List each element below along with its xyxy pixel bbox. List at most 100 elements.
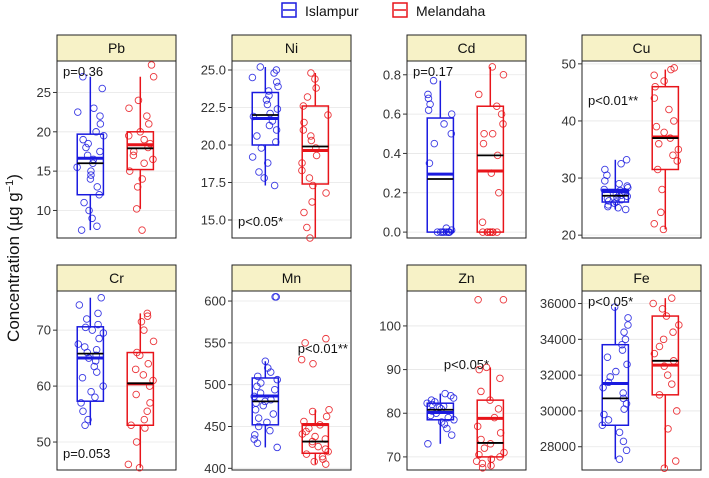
data-point-islampur xyxy=(79,135,87,144)
data-point-melandaha xyxy=(303,223,311,232)
data-point-melandaha xyxy=(668,380,676,388)
data-point-islampur xyxy=(264,87,273,95)
data-point-islampur xyxy=(612,198,620,206)
data-point-melandaha xyxy=(475,365,483,374)
plot-area-cr xyxy=(56,290,177,471)
data-point-melandaha xyxy=(299,126,308,134)
data-point-islampur xyxy=(619,389,627,397)
data-point-islampur xyxy=(99,382,107,390)
data-point-melandaha xyxy=(307,136,316,145)
y-tick-label: 28000 xyxy=(540,439,576,454)
data-point-melandaha xyxy=(673,157,681,165)
data-point-melandaha xyxy=(318,452,327,461)
data-point-melandaha xyxy=(674,145,683,154)
p-value-label-zn: p<0.05* xyxy=(444,357,489,372)
data-point-islampur xyxy=(90,362,99,371)
data-point-islampur xyxy=(615,180,623,188)
data-point-melandaha xyxy=(310,457,319,466)
panel-cd: Cd 0.0 0.2 0.4 0.6 0.8 p=0.17 xyxy=(383,34,527,240)
p-value-label-pb: p=0.36 xyxy=(63,64,103,79)
legend-swatch-melandaha xyxy=(392,2,408,18)
data-point-melandaha xyxy=(307,132,315,140)
data-point-islampur xyxy=(427,396,436,404)
data-point-islampur xyxy=(88,326,97,334)
legend: Islampur Melandaha xyxy=(281,2,485,19)
y-tick-label: 50 xyxy=(37,435,51,450)
data-point-melandaha xyxy=(322,334,330,343)
facet-title-fe: Fe xyxy=(633,270,650,286)
data-point-melandaha xyxy=(663,371,672,379)
data-point-islampur xyxy=(263,100,272,109)
box-islampur xyxy=(76,326,105,402)
y-tick-label: 30000 xyxy=(540,403,576,418)
y-tick-label: 34000 xyxy=(540,332,576,347)
data-point-melandaha xyxy=(480,130,488,138)
data-point-islampur xyxy=(266,109,274,118)
data-point-islampur xyxy=(74,108,82,116)
data-point-melandaha xyxy=(495,189,503,197)
legend-label-islampur: Islampur xyxy=(305,3,359,19)
data-point-islampur xyxy=(619,437,628,446)
data-point-melandaha xyxy=(311,75,319,83)
plot-area-cu xyxy=(581,60,702,239)
data-point-islampur xyxy=(94,320,102,329)
data-point-islampur xyxy=(447,431,456,439)
data-point-melandaha xyxy=(134,96,143,105)
plot-area-pb xyxy=(56,60,177,239)
p-value-label-fe: p<0.05* xyxy=(588,294,633,309)
data-point-melandaha xyxy=(478,228,487,236)
data-point-islampur xyxy=(623,182,631,190)
y-tick-label: 32000 xyxy=(540,368,576,383)
data-point-islampur xyxy=(257,379,265,387)
data-point-islampur xyxy=(624,314,632,322)
data-point-melandaha xyxy=(298,166,306,175)
data-point-islampur xyxy=(623,360,631,369)
data-point-melandaha xyxy=(140,159,148,168)
data-point-melandaha xyxy=(138,226,146,234)
y-tick-label: 22.5 xyxy=(201,100,226,115)
data-point-islampur xyxy=(93,183,102,191)
data-point-islampur xyxy=(75,301,84,309)
data-point-melandaha xyxy=(655,391,664,399)
data-point-islampur xyxy=(429,76,438,85)
data-point-melandaha xyxy=(659,225,668,234)
data-point-melandaha xyxy=(660,464,669,472)
legend-label-melandaha: Melandaha xyxy=(416,3,485,19)
data-point-islampur xyxy=(85,206,93,215)
data-point-islampur xyxy=(618,346,627,354)
facet-strip-mn xyxy=(231,264,352,292)
data-point-islampur xyxy=(624,321,632,329)
data-point-melandaha xyxy=(146,399,154,407)
y-tick-label: 400 xyxy=(204,461,226,476)
data-point-islampur xyxy=(622,156,631,164)
facet-strip-cr xyxy=(56,264,177,292)
data-point-melandaha xyxy=(139,371,148,379)
data-point-melandaha xyxy=(143,312,152,320)
data-point-islampur xyxy=(598,421,607,430)
data-point-melandaha xyxy=(305,174,314,182)
data-point-melandaha xyxy=(312,84,320,92)
y-tick-label: 20 xyxy=(562,228,576,243)
data-point-islampur xyxy=(256,63,265,71)
data-point-melandaha xyxy=(658,185,666,194)
plot-area-ni xyxy=(231,60,352,239)
data-point-melandaha xyxy=(297,355,306,364)
data-point-islampur xyxy=(424,440,432,448)
data-point-islampur xyxy=(74,340,83,348)
panel-ni: Ni 15.0 17.5 20.0 22.5 25.0 p<0.05* xyxy=(201,34,352,242)
data-point-islampur xyxy=(82,143,90,152)
data-point-melandaha xyxy=(300,118,308,127)
data-point-melandaha xyxy=(129,151,138,160)
data-point-melandaha xyxy=(325,406,333,414)
data-point-melandaha xyxy=(475,90,483,99)
data-point-melandaha xyxy=(670,117,678,125)
data-point-islampur xyxy=(271,385,279,394)
y-tick-label: 15.0 xyxy=(201,213,226,228)
data-point-islampur xyxy=(77,226,86,234)
y-tick-label: 450 xyxy=(204,419,226,434)
y-tick-label: 40 xyxy=(562,113,576,128)
y-tick-label: 17.5 xyxy=(201,175,226,190)
panel-mn: Mn 400 450 500 550 600 p<0.01** xyxy=(204,264,352,476)
facet-title-zn: Zn xyxy=(458,270,474,286)
data-point-melandaha xyxy=(125,104,133,112)
